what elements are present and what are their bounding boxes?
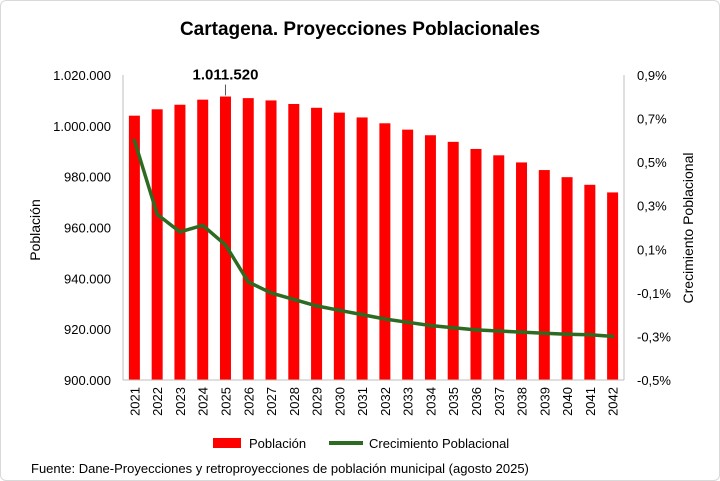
y-tick-label: 1.020.000 xyxy=(53,68,111,83)
growth-point xyxy=(497,329,501,333)
y-tick-label: 920.000 xyxy=(64,322,111,337)
bar xyxy=(470,148,482,380)
y2-tick-label: 0,7% xyxy=(637,112,667,127)
growth-point xyxy=(383,317,387,321)
y2-tick-label: -0,1% xyxy=(637,286,671,301)
legend-label-poblacion: Población xyxy=(249,436,306,451)
x-tick-label: 2027 xyxy=(264,387,279,416)
x-tick-label: 2021 xyxy=(127,387,142,416)
growth-point xyxy=(178,230,182,234)
x-tick-label: 2033 xyxy=(401,387,416,416)
y-tick-label: 980.000 xyxy=(64,170,111,185)
bar xyxy=(538,170,550,380)
bar xyxy=(584,184,596,380)
bar xyxy=(265,100,277,381)
x-tick-label: 2023 xyxy=(173,387,188,416)
x-tick-label: 2031 xyxy=(355,387,370,416)
bar xyxy=(356,117,368,380)
y2-tick-label: 0,5% xyxy=(637,155,667,170)
bar xyxy=(493,155,505,380)
bar xyxy=(607,192,619,380)
y2-tick-label: 0,9% xyxy=(637,68,667,83)
x-tick-label: 2037 xyxy=(492,387,507,416)
bar xyxy=(219,96,231,380)
y2-tick-label: 0,3% xyxy=(637,199,667,214)
y-tick-label: 900.000 xyxy=(64,373,111,388)
bar xyxy=(561,177,573,380)
growth-point xyxy=(611,334,615,339)
peak-annotation-label: 1.011.520 xyxy=(193,67,259,84)
growth-point xyxy=(451,326,455,330)
x-tick-label: 2035 xyxy=(446,387,461,416)
y2-tick-label: 0,1% xyxy=(637,242,667,257)
growth-point xyxy=(588,333,592,337)
growth-line xyxy=(132,138,615,339)
chart-title: Cartagena. Proyecciones Poblacionales xyxy=(180,19,540,40)
legend-swatch-poblacion xyxy=(213,438,241,448)
growth-point xyxy=(428,323,433,328)
legend: Población Crecimiento Poblacional xyxy=(213,436,509,451)
bar xyxy=(197,99,209,380)
growth-point xyxy=(223,243,228,247)
growth-point xyxy=(542,331,546,335)
bar xyxy=(447,141,459,380)
y2-tick-label: -0,3% xyxy=(637,329,671,344)
x-tick-label: 2039 xyxy=(537,387,552,416)
bar xyxy=(242,98,254,381)
x-tick-label: 2026 xyxy=(241,387,256,416)
growth-point xyxy=(246,280,250,284)
bar xyxy=(333,112,345,380)
growth-point xyxy=(337,308,341,312)
x-tick-label: 2030 xyxy=(332,387,347,416)
x-tick-label: 2025 xyxy=(218,387,233,416)
bar xyxy=(174,104,186,381)
growth-point xyxy=(360,313,364,317)
x-tick-label: 2034 xyxy=(423,387,438,416)
x-tick-label: 2038 xyxy=(515,387,530,416)
bar xyxy=(151,109,163,380)
x-tick-label: 2040 xyxy=(560,387,575,416)
y-tick-label: 940.000 xyxy=(64,271,111,286)
legend-label-crecimiento: Crecimiento Poblacional xyxy=(369,436,509,451)
y2-tick-label: -0,5% xyxy=(637,373,671,388)
growth-point xyxy=(406,320,410,324)
y-axis-label: Población xyxy=(27,199,43,261)
bar xyxy=(311,107,323,380)
x-tick-label: 2028 xyxy=(287,387,302,416)
source-note: Fuente: Dane-Proyecciones y retroproyecc… xyxy=(31,461,529,476)
growth-point xyxy=(132,138,136,142)
x-tick-label: 2029 xyxy=(310,387,325,416)
bar xyxy=(424,135,436,380)
growth-point xyxy=(314,304,319,308)
growth-point xyxy=(269,291,273,295)
growth-point xyxy=(565,332,569,336)
growth-point xyxy=(519,330,524,334)
growth-point xyxy=(155,212,159,217)
x-tick-label: 2032 xyxy=(378,387,393,416)
bar xyxy=(516,162,528,380)
x-tick-label: 2042 xyxy=(606,387,621,416)
y2-axis-label: Crecimiento Poblacional xyxy=(680,153,696,304)
x-tick-label: 2036 xyxy=(469,387,484,416)
y-tick-label: 1.000.000 xyxy=(53,119,111,134)
bar xyxy=(402,129,414,380)
bar xyxy=(128,115,140,381)
growth-point xyxy=(292,297,296,301)
y-tick-label: 960.000 xyxy=(64,221,111,236)
bar xyxy=(379,123,391,381)
x-tick-label: 2022 xyxy=(150,387,165,416)
growth-point xyxy=(474,328,478,332)
growth-point xyxy=(201,223,205,227)
bar xyxy=(288,103,300,380)
x-tick-label: 2041 xyxy=(583,387,598,416)
x-tick-label: 2024 xyxy=(196,387,211,416)
